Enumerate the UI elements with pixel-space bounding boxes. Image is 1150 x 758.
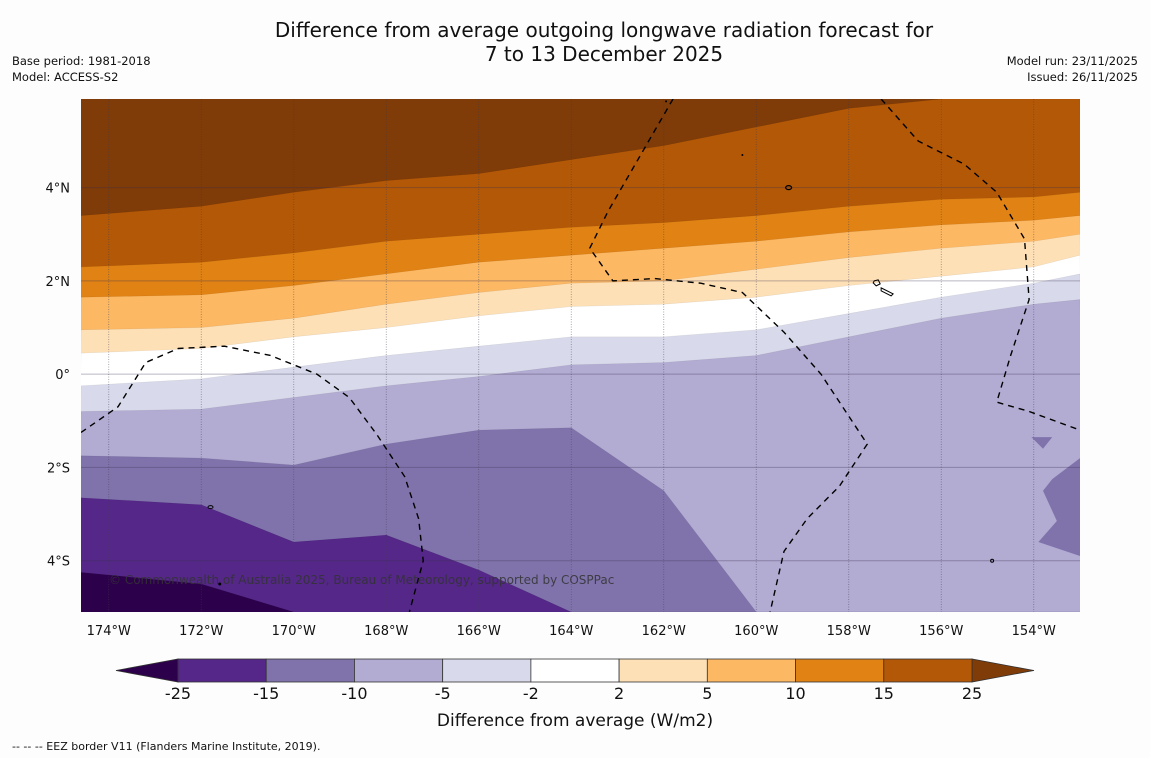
- x-tick-label: 172°W: [179, 624, 223, 639]
- colorbar-tick-label: -5: [435, 684, 451, 703]
- colorbar-swatch: [883, 658, 973, 683]
- eez-borders: [81, 99, 1080, 612]
- colorbar-swatch: [442, 658, 532, 683]
- colorbar-swatch: [265, 658, 355, 683]
- colorbar: -25 -15 -10 -5 -2 2 5 10 15 25: [115, 658, 1035, 703]
- y-tick-label: 2°S: [47, 461, 70, 476]
- anomaly-bands: [81, 99, 1080, 612]
- colorbar-tick-label: 25: [962, 684, 982, 703]
- colorbar-swatch: [177, 658, 267, 683]
- colorbar-swatch: [354, 658, 444, 683]
- colorbar-tick-label: -2: [523, 684, 539, 703]
- island-dot: [741, 153, 744, 156]
- colorbar-swatch: [530, 658, 620, 683]
- band-patch-east: [1038, 458, 1080, 557]
- y-tick-label: 0°: [55, 368, 70, 383]
- colorbar-extend-under: [115, 658, 179, 683]
- island-outline: [207, 505, 214, 510]
- islands: [207, 100, 995, 586]
- x-tick-label: 174°W: [87, 624, 131, 639]
- graticule: [81, 99, 1080, 612]
- colorbar-tick-label: -10: [341, 684, 367, 703]
- colorbar-title: Difference from average (W/m2): [437, 711, 713, 731]
- x-tick-label: 162°W: [642, 624, 686, 639]
- meta-right: Model run: 23/11/2025 Issued: 26/11/2025: [1007, 54, 1138, 85]
- chart-title: Difference from average outgoing longwav…: [0, 18, 1150, 66]
- chart-title-line2: 7 to 13 December 2025: [484, 42, 724, 66]
- x-tick-label: 168°W: [364, 624, 408, 639]
- colorbar-swatch: [706, 658, 796, 683]
- meta-left: Base period: 1981-2018 Model: ACCESS-S2: [12, 54, 151, 85]
- x-tick-label: 170°W: [272, 624, 316, 639]
- colorbar-extend-over: [971, 658, 1035, 683]
- y-axis-ticks: 4°N 2°N 0° 2°S 4°S: [46, 182, 71, 570]
- chart-title-line1: Difference from average outgoing longwav…: [274, 18, 934, 42]
- x-tick-label: 166°W: [457, 624, 501, 639]
- y-tick-label: 4°S: [47, 555, 70, 570]
- model-text: Model: ACCESS-S2: [12, 69, 119, 84]
- copyright-text: © Commonwealth of Australia 2025, Bureau…: [109, 573, 614, 587]
- colorbar-tick-label: -25: [165, 684, 191, 703]
- colorbar-tick-label: 10: [785, 684, 805, 703]
- colorbar-tick-label: 2: [614, 684, 624, 703]
- colorbar-tick-label: 15: [874, 684, 894, 703]
- x-axis-ticks: 174°W 172°W 170°W 168°W 166°W 164°W 162°W 160°W…: [87, 624, 1056, 639]
- y-tick-label: 4°N: [46, 182, 71, 197]
- island-dot: [665, 100, 668, 103]
- eez-border-line: [81, 345, 424, 612]
- x-tick-label: 158°W: [827, 624, 871, 639]
- band-patch-small: [1031, 437, 1053, 449]
- band-_25_15_<_25: [81, 572, 1080, 612]
- issued-text: Issued: 26/11/2025: [1027, 69, 1138, 84]
- x-tick-label: 164°W: [549, 624, 593, 639]
- island-dot: [990, 558, 995, 563]
- model-run-text: Model run: 23/11/2025: [1006, 54, 1138, 68]
- x-tick-label: 154°W: [1012, 624, 1056, 639]
- x-tick-label: 160°W: [734, 624, 778, 639]
- band-_15_10_25_15: [81, 497, 1080, 612]
- island-outline: [785, 185, 793, 191]
- island-kiritimati: [872, 279, 894, 297]
- y-tick-label: 2°N: [46, 275, 71, 290]
- eez-legend-note: -- -- -- EEZ border V11 (Flanders Marine…: [12, 740, 321, 753]
- eez-border-line: [880, 99, 1080, 431]
- colorbar-tick-label: 5: [702, 684, 712, 703]
- eez-border-line: [588, 99, 869, 612]
- island-dot: [218, 582, 222, 586]
- x-tick-label: 156°W: [919, 624, 963, 639]
- colorbar-swatch: [795, 658, 885, 683]
- base-period-text: Base period: 1981-2018: [12, 54, 151, 68]
- colorbar-tick-label: -15: [253, 684, 279, 703]
- colorbar-swatch: [618, 658, 708, 683]
